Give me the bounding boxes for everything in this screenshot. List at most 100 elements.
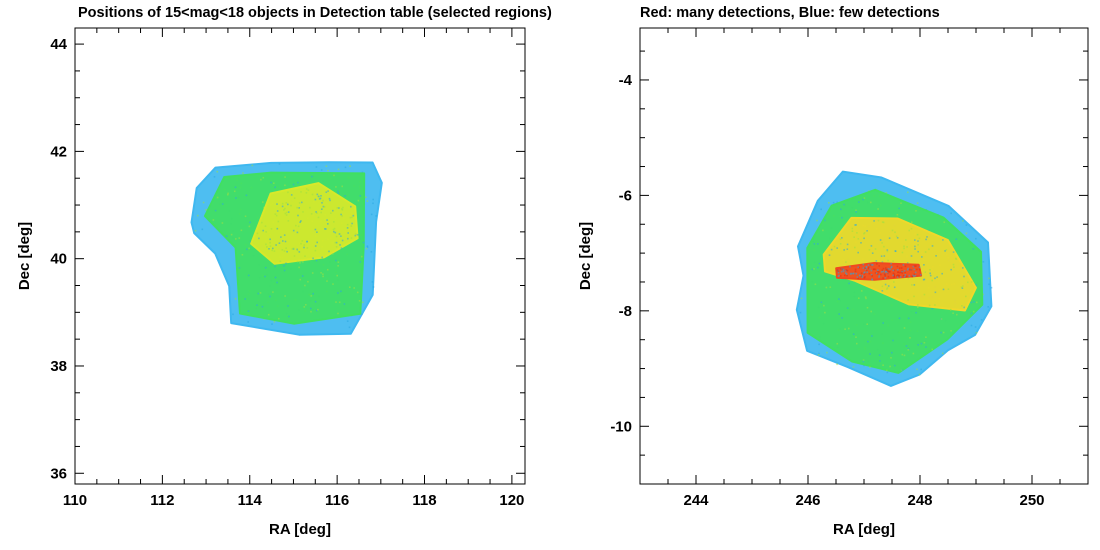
- detection-point: [836, 201, 838, 204]
- detection-point: [285, 214, 288, 216]
- detection-point: [857, 277, 859, 280]
- detection-point: [870, 269, 873, 272]
- detection-point: [929, 272, 931, 275]
- detection-point: [823, 304, 825, 307]
- detection-point: [325, 191, 328, 193]
- detection-point: [867, 264, 870, 266]
- detection-point: [332, 209, 334, 212]
- detection-point: [845, 269, 848, 271]
- detection-point: [848, 282, 850, 285]
- detection-point: [961, 305, 963, 307]
- detection-point: [311, 272, 314, 274]
- detection-point: [328, 250, 330, 253]
- detection-point: [350, 237, 353, 239]
- detection-point: [288, 315, 290, 318]
- detection-point: [963, 275, 965, 278]
- detection-point: [337, 168, 340, 171]
- detection-point: [856, 342, 858, 345]
- detection-point: [874, 268, 877, 271]
- detection-point: [962, 285, 964, 287]
- detection-point: [274, 213, 277, 215]
- detection-point: [269, 241, 271, 244]
- detection-point: [917, 240, 919, 242]
- detection-point: [891, 351, 893, 354]
- detection-point: [871, 252, 874, 254]
- detection-point: [906, 262, 909, 264]
- detection-point: [312, 257, 314, 260]
- detection-point: [901, 270, 903, 273]
- detection-point: [269, 295, 271, 298]
- detection-point: [909, 337, 911, 339]
- detection-point: [879, 360, 881, 362]
- detection-point: [878, 271, 880, 273]
- detection-point: [928, 304, 931, 307]
- detection-point: [303, 244, 306, 246]
- detection-point: [873, 220, 875, 222]
- detection-point: [905, 345, 908, 347]
- detection-point: [902, 264, 905, 266]
- detection-point: [317, 308, 319, 311]
- detection-point: [287, 191, 289, 194]
- detection-point: [341, 209, 344, 211]
- detection-point: [845, 272, 847, 274]
- detection-point: [349, 286, 351, 288]
- detection-point: [875, 260, 878, 262]
- detection-point: [863, 237, 865, 240]
- detection-point: [276, 227, 279, 230]
- detection-point: [354, 234, 357, 237]
- detection-point: [896, 265, 899, 268]
- detection-point: [883, 273, 886, 275]
- detection-point: [956, 313, 958, 316]
- detection-point: [799, 311, 802, 314]
- detection-point: [216, 170, 219, 173]
- detection-point: [321, 256, 323, 259]
- detection-point: [282, 240, 284, 242]
- detection-point: [881, 221, 884, 223]
- detection-point: [320, 211, 322, 214]
- detection-point: [337, 312, 339, 315]
- detection-point: [333, 227, 336, 230]
- detection-point: [285, 211, 288, 214]
- detection-point: [276, 281, 278, 284]
- detection-point: [880, 271, 883, 273]
- detection-point: [925, 336, 927, 338]
- detection-point: [301, 240, 304, 242]
- detection-point: [917, 306, 919, 309]
- detection-point: [340, 247, 343, 249]
- detection-point: [840, 208, 842, 211]
- detection-point: [881, 285, 884, 288]
- detection-point: [326, 219, 328, 221]
- detection-point: [896, 275, 898, 277]
- detection-point: [314, 198, 317, 201]
- detection-point: [297, 225, 300, 228]
- detection-point: [902, 274, 905, 277]
- detection-point: [882, 364, 884, 366]
- detection-point: [818, 343, 820, 346]
- detection-point: [911, 275, 913, 278]
- detection-point: [888, 271, 891, 273]
- detection-point: [326, 268, 329, 271]
- detection-point: [320, 169, 323, 171]
- detection-point: [885, 268, 887, 271]
- detection-point: [287, 220, 290, 222]
- detection-point: [346, 320, 349, 322]
- detection-point: [322, 205, 325, 208]
- detection-point: [886, 249, 889, 251]
- detection-point: [212, 219, 215, 221]
- detection-point: [934, 304, 936, 306]
- y-tick-label: -8: [619, 303, 632, 320]
- detection-point: [840, 270, 843, 273]
- detection-point: [321, 208, 323, 210]
- detection-point: [904, 274, 907, 276]
- detection-point: [266, 246, 268, 248]
- detection-point: [916, 202, 919, 204]
- detection-point: [272, 247, 274, 250]
- detection-point: [848, 327, 850, 330]
- detection-point: [335, 186, 337, 188]
- detection-point: [897, 274, 899, 276]
- detection-point: [339, 244, 341, 246]
- detection-point: [304, 284, 306, 287]
- detection-point: [372, 286, 375, 288]
- detection-point: [888, 237, 891, 239]
- detection-point: [855, 211, 857, 213]
